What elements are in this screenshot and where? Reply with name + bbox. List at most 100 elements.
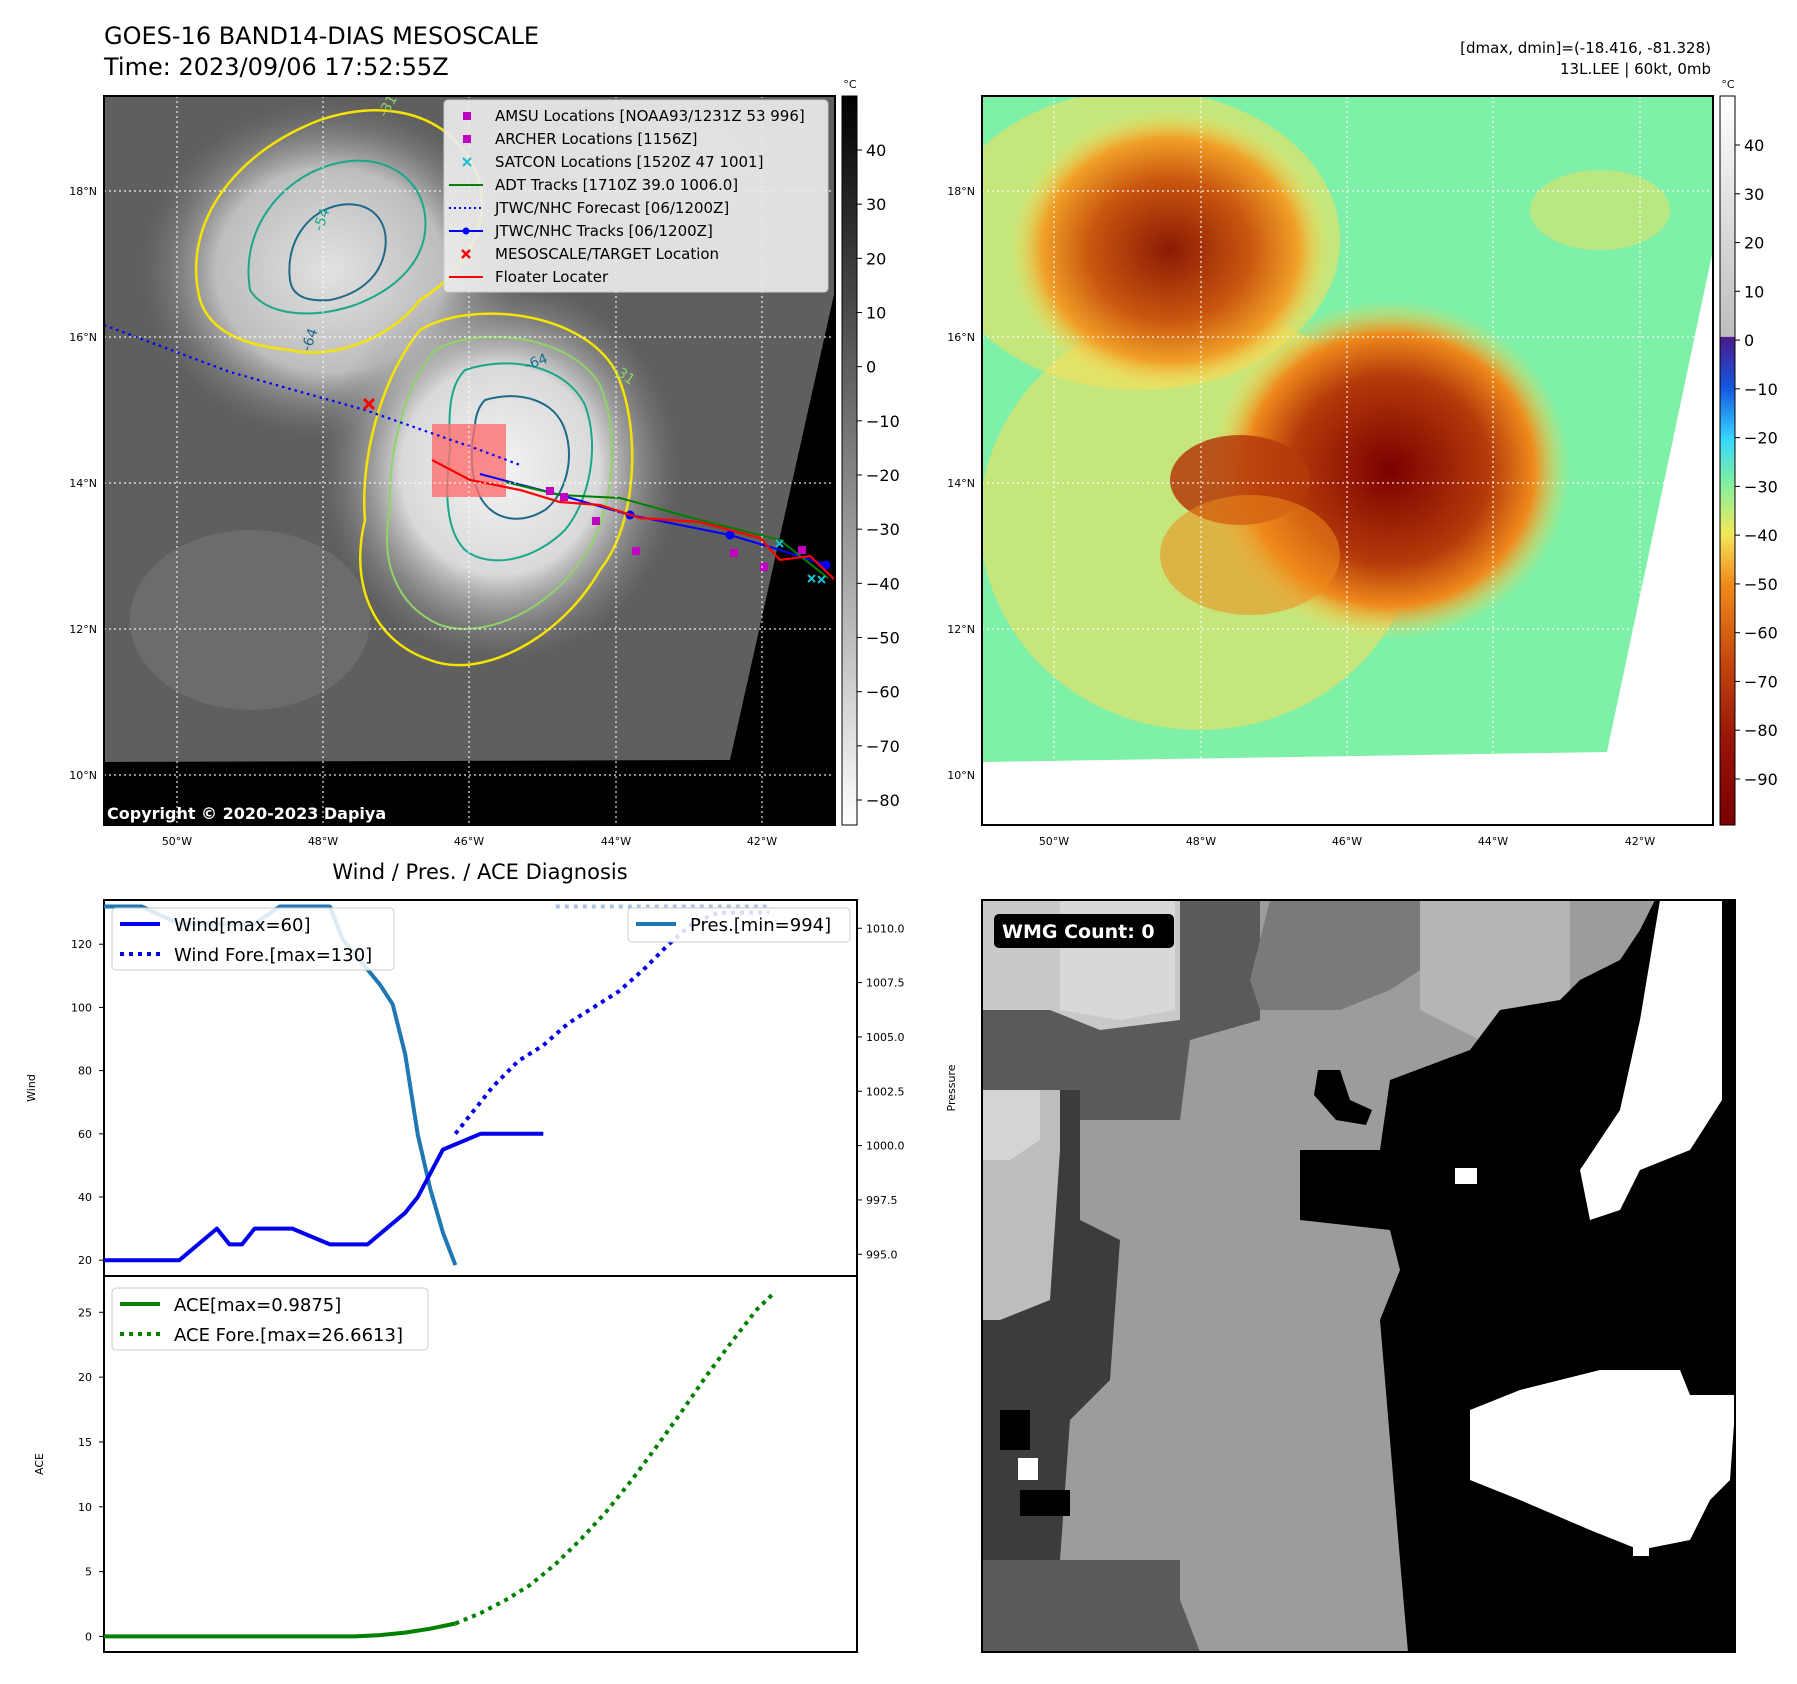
color-colorbar-tick-label: 0: [1744, 331, 1754, 350]
diagnosis-title: Wind / Pres. / ACE Diagnosis: [332, 860, 627, 884]
color-colorbar-tick-label: 20: [1744, 234, 1764, 253]
map1-lat-label-10n: 10°N: [69, 769, 97, 782]
ace-axis-tick-label: 0: [85, 1630, 92, 1643]
map1-lon-label-48w: 48°W: [308, 835, 338, 848]
wind-axis-tick-label: 40: [78, 1191, 92, 1204]
gray-colorbar-tick-label: −60: [866, 683, 900, 702]
ace-axis-tick-label: 5: [85, 1566, 92, 1579]
map2-lat-label-14n: 14°N: [947, 477, 975, 490]
map1-lat-labels: 18°N 16°N 14°N 12°N 10°N: [69, 185, 97, 782]
wmg-white-region-north: [1580, 900, 1722, 1220]
contour-label-1: -54: [311, 206, 334, 233]
gray-colorbar-tick-label: 20: [866, 249, 886, 268]
ace-series-0-line: [104, 1621, 456, 1639]
wmg-panel: WMG Count: 0: [981, 899, 1736, 1653]
gray-colorbar-tick-label: −20: [866, 466, 900, 485]
map2-lat-label-10n: 10°N: [947, 769, 975, 782]
color-colorbar-tick-label: −50: [1744, 575, 1778, 594]
wind-axis-tick-label: 100: [71, 1001, 92, 1014]
pressure-axis-ticks: 995.0 997.5 1000.0 1002.5 1005.0 1007.5 1010.0: [857, 922, 905, 1261]
map1-lon-label-46w: 46°W: [454, 835, 484, 848]
color-colorbar-tick-label: −90: [1744, 770, 1778, 789]
pressure-axis-tick-label: 995.0: [866, 1248, 898, 1261]
color-north-cloud: [1010, 110, 1330, 390]
ace-axis-ticks: 0 5 10 15 20 25: [78, 1306, 104, 1643]
color-colorbar-tick-label: −80: [1744, 721, 1778, 740]
contour-label-2: -64: [299, 326, 322, 353]
wind-legend: Wind[max=60] Wind Fore.[max=130]: [111, 907, 395, 971]
color-colorbar-tick-label: 40: [1744, 136, 1764, 155]
pressure-ylabel: Pressure: [945, 1064, 958, 1111]
ace-axis-tick-label: 15: [78, 1436, 92, 1449]
copyright-badge: Copyright © 2020-2023 Dapiya: [107, 804, 386, 823]
map2-lon-label-46w: 46°W: [1332, 835, 1362, 848]
figure-title-line2: Time: 2023/09/06 17:52:55Z: [103, 53, 449, 81]
map1-lon-labels: 50°W 48°W 46°W 44°W 42°W: [162, 835, 777, 848]
wind-fore-legend-label: Wind Fore.[max=130]: [174, 945, 372, 966]
legend-item-tracks: JTWC/NHC Tracks [06/1200Z]: [494, 222, 713, 240]
ace-legend-label: ACE[max=0.9875]: [174, 1295, 341, 1316]
ace-axis-tick-label: 20: [78, 1371, 92, 1384]
pressure-axis-tick-label: 1000.0: [866, 1140, 905, 1153]
color-colorbar-tick-label: −10: [1744, 380, 1778, 399]
wind-ylabel: Wind: [25, 1074, 38, 1102]
color-colorbar-unit: °C: [1721, 78, 1735, 91]
pressure-axis-tick-label: 1005.0: [866, 1031, 905, 1044]
wmg-badge-bg: [994, 914, 1174, 948]
map2-lat-labels: 18°N 16°N 14°N 12°N 10°N: [947, 185, 975, 782]
figure-title-line1: GOES-16 BAND14-DIAS MESOSCALE: [104, 22, 539, 50]
gray-colorbar-tick-label: −40: [866, 574, 900, 593]
map2-lon-label-48w: 48°W: [1186, 835, 1216, 848]
map1-lat-label-14n: 14°N: [69, 477, 97, 490]
gray-colorbar-tick-label: 10: [866, 304, 886, 323]
map2-lon-label-50w: 50°W: [1039, 835, 1069, 848]
map1-lon-label-44w: 44°W: [601, 835, 631, 848]
amsu-points: [546, 487, 806, 571]
gray-colorbar-tick-label: −70: [866, 737, 900, 756]
color-colorbar-tick-label: 10: [1744, 282, 1764, 301]
legend-item-floater: Floater Locater: [495, 268, 609, 286]
legend-item-target: MESOSCALE/TARGET Location: [495, 245, 719, 263]
color-colorbar-tick-label: −30: [1744, 477, 1778, 496]
gray-colorbar-tick-label: 40: [866, 141, 886, 160]
gray-colorbar-ticks: 40 30 20 10 0 −10 −20 −30 −40 −50 −60 −70 −80: [857, 141, 900, 810]
wind-series-0-line: [104, 1131, 544, 1263]
color-colorbar: [1719, 95, 1736, 826]
map2-lat-label-18n: 18°N: [947, 185, 975, 198]
contour-label-3: -64: [523, 351, 550, 374]
wind-axis-tick-label: 60: [78, 1128, 92, 1141]
wind-axis-tick-label: 20: [78, 1254, 92, 1267]
map1-lon-label-42w: 42°W: [747, 835, 777, 848]
map2-gridlines: [982, 96, 1713, 825]
wmg-white-region-south: [1470, 1370, 1735, 1550]
target-marker: [362, 397, 376, 411]
gray-colorbar-tick-label: −50: [866, 629, 900, 648]
pressure-axis-tick-label: 1002.5: [866, 1085, 905, 1098]
wind-axis-ticks: 20 40 60 80 100 120: [71, 938, 104, 1267]
ace-axis-tick-label: 25: [78, 1306, 92, 1319]
map1-lon-label-50w: 50°W: [162, 835, 192, 848]
gray-colorbar-tick-label: −30: [866, 520, 900, 539]
ace-fore-legend-label: ACE Fore.[max=26.6613]: [174, 1325, 403, 1346]
wind-legend-label: Wind[max=60]: [174, 915, 311, 936]
contour-darkteal-north: [288, 203, 387, 302]
ace-series: [104, 1290, 777, 1639]
legend-item-satcon: SATCON Locations [1520Z 47 1001]: [495, 153, 763, 171]
gray-colorbar-tick-label: 30: [866, 195, 886, 214]
contour-yellow-storm: [358, 312, 634, 667]
map1-lat-label-16n: 16°N: [69, 331, 97, 344]
map2-frame: [981, 95, 1714, 826]
wmg-count-label: WMG Count: 0: [1002, 921, 1155, 943]
wmg-frame: [981, 899, 1736, 1653]
pressure-legend: Pres.[min=994]: [627, 907, 851, 943]
ir-map-panel: -54 -64 -64 -31 -31: [104, 96, 835, 825]
map2-lon-label-44w: 44°W: [1478, 835, 1508, 848]
gray-colorbar-tick-label: −10: [866, 412, 900, 431]
ace-legend: ACE[max=0.9875] ACE Fore.[max=26.6613]: [111, 1287, 429, 1351]
contour-teal-north: [247, 159, 427, 315]
gray-colorbar: [841, 95, 858, 826]
gray-colorbar-tick-label: −80: [866, 791, 900, 810]
color-map-panel: [982, 96, 1713, 825]
legend-item-archer: ARCHER Locations [1156Z]: [495, 130, 698, 148]
